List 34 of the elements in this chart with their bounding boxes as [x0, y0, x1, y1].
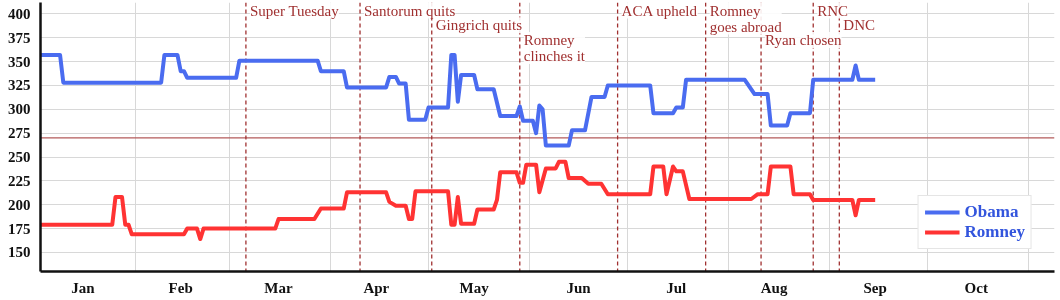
- ref-line-label: Super Tuesday: [249, 2, 340, 19]
- ref-line-label: Romney clinches it: [523, 32, 586, 65]
- y-tick-label: 150: [8, 244, 31, 261]
- y-tick-label: 225: [8, 172, 31, 189]
- x-tick-label: Oct: [964, 279, 988, 296]
- x-tick-label: Jul: [666, 279, 687, 296]
- y-tick-label: 350: [8, 53, 31, 70]
- ref-line-label: DNC: [843, 17, 875, 34]
- x-tick-label: May: [459, 279, 490, 296]
- line-series: [40, 52, 878, 148]
- x-tick-label: Jan: [71, 279, 96, 296]
- x-tick-label: Jun: [566, 279, 592, 296]
- x-tick-label: Aug: [760, 279, 788, 296]
- ref-line-label: Santorum quits: [364, 2, 456, 19]
- line-series: [40, 159, 878, 242]
- y-tick-label: 375: [8, 29, 31, 46]
- y-tick-label: 175: [8, 220, 31, 237]
- y-tick-label: 325: [8, 77, 31, 94]
- x-tick-label: Mar: [264, 279, 294, 296]
- ref-line-label: ACA upheld: [621, 2, 698, 19]
- y-tick-label: 250: [8, 149, 31, 166]
- x-tick-label: Apr: [363, 279, 390, 296]
- ref-line-label: RNC: [817, 2, 849, 19]
- ref-line-label: Ryan chosen: [765, 32, 843, 49]
- legend-label: Romney: [964, 222, 1025, 242]
- x-tick-label: Sep: [863, 279, 887, 296]
- y-tick-label: 400: [8, 5, 31, 22]
- y-tick-label: 275: [8, 125, 31, 142]
- ref-line-label: Romney goes abroad: [709, 2, 783, 35]
- x-tick-label: Feb: [168, 279, 193, 296]
- y-tick-label: 200: [8, 196, 31, 213]
- ref-line-label: Gingrich quits: [435, 17, 523, 34]
- legend-label: Obama: [964, 202, 1019, 222]
- y-tick-label: 300: [8, 101, 31, 118]
